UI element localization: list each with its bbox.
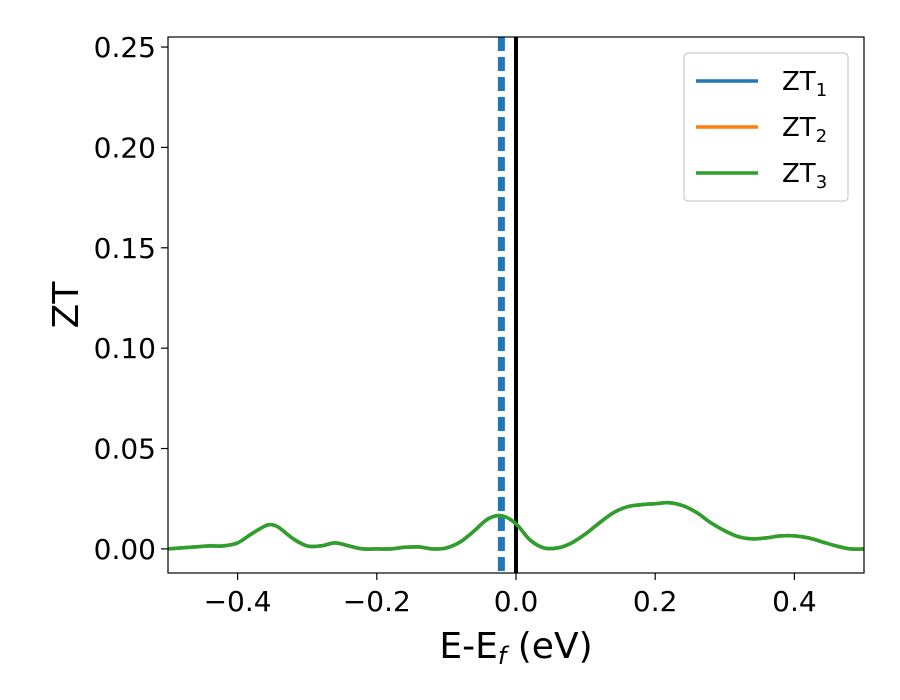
x-axis: −0.4 −0.2 0.0 0.2 0.4 (204, 573, 817, 618)
y-axis-title: ZT (46, 281, 87, 329)
legend-label-zt2: ZT2 (782, 113, 827, 147)
legend-label-zt3: ZT3 (782, 159, 827, 193)
y-tick-label: 0.25 (94, 31, 156, 64)
y-tick-label: 0.05 (94, 433, 156, 466)
x-tick-label: 0.0 (494, 585, 539, 618)
legend-box (683, 52, 849, 202)
legend: ZT1 ZT2 ZT3 (683, 52, 849, 202)
y-tick-label: 0.00 (94, 533, 156, 566)
y-tick-label: 0.15 (94, 232, 156, 265)
x-tick-label: 0.2 (633, 585, 678, 618)
reference-lines (497, 37, 518, 573)
series-line-zt3 (168, 500, 864, 551)
y-tick-label: 0.10 (94, 332, 156, 365)
legend-label-zt1: ZT1 (782, 67, 827, 101)
x-axis-title: E-Ef (eV) (439, 626, 592, 670)
y-axis: 0.00 0.05 0.10 0.15 0.20 0.25 (94, 31, 168, 566)
x-tick-label: −0.2 (343, 585, 411, 618)
x-tick-label: −0.4 (204, 585, 272, 618)
y-tick-label: 0.20 (94, 131, 156, 164)
series-lines (168, 500, 864, 551)
x-tick-label: 0.4 (772, 585, 817, 618)
